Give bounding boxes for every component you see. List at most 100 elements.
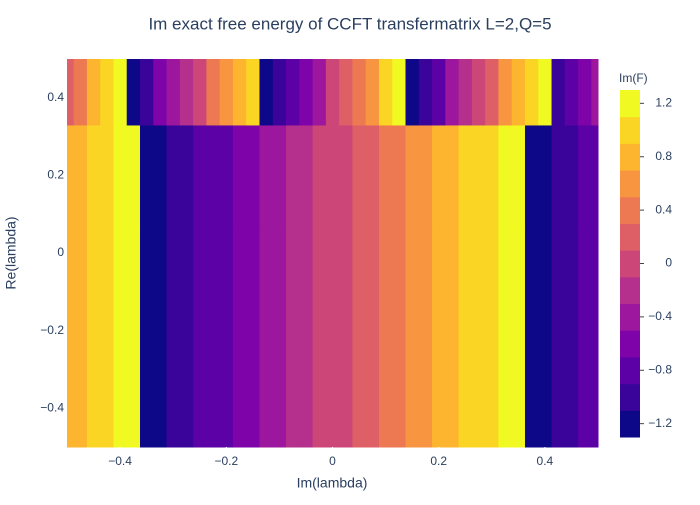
y-tick-label: −0.2 [40,323,64,337]
colorbar-tick-label: 1.2 [655,96,672,110]
colorbar-band [620,250,640,278]
contour-cell [485,124,499,227]
colorbar-band [620,356,640,385]
colorbar-band [620,116,640,144]
contour-cell [193,225,207,448]
contour-cell [405,124,420,227]
colorbar-tick-label: −0.4 [648,309,672,323]
contour-cell [126,225,141,448]
contour-cell [339,59,353,126]
colorbar-tick-label: −1.2 [648,416,672,430]
contour-cell [564,124,579,227]
contour-cell [219,225,234,448]
contour-cell [418,59,433,126]
contour-cell [166,59,181,126]
contour-cell [140,225,154,448]
colorbar-band [620,330,640,358]
contour-cell [100,59,114,126]
contour-cell [511,59,526,126]
colorbar-band [620,276,640,305]
contour-cell [339,124,353,227]
contour-cell [166,225,181,448]
contour-cell [538,59,553,126]
contour-cell [471,124,486,227]
contour-cell [432,124,446,227]
contour-cell [339,225,353,448]
contour-cell [325,124,340,227]
contour-cell [259,59,274,126]
colorbar-band [620,90,640,118]
contour-cell [219,124,234,227]
y-tick-label: 0.2 [47,168,64,182]
x-tick-label: −0.2 [214,454,238,468]
contour-cell [578,124,592,227]
contour-cell [312,225,327,448]
contour-cell [365,124,380,227]
y-tick-label: −0.4 [40,400,64,414]
contour-cell [458,225,473,448]
contour-cell [113,59,128,126]
contour-cell [206,124,221,227]
contour-cell [179,59,194,126]
contour-cell [591,225,599,448]
colorbar-band [620,170,640,198]
contour-cell [272,225,287,448]
contour-cell [405,225,420,448]
contour-cell [591,59,599,126]
contour-cell [524,225,539,448]
contour-cell [100,225,114,448]
contour-cell [538,124,553,227]
contour-cell [166,124,181,227]
contour-cell [352,59,367,126]
chart-title: Im exact free energy of CCFT transfermat… [148,14,551,33]
contour-cell [564,225,579,448]
contour-cell [432,59,446,126]
contour-cell [485,225,499,448]
contour-cell [312,124,327,227]
contour-cell [578,59,592,126]
contour-cell [299,124,314,227]
colorbar-tick-label: 0 [665,256,672,270]
contour-cell [67,124,75,227]
contour-cell [113,124,128,227]
contour-cell [232,225,247,448]
contour-cell [378,225,393,448]
contour-cell [179,124,194,227]
contour-cell [352,225,367,448]
contour-cell [153,59,168,126]
contour-cell [498,124,513,227]
contour-cell [272,59,287,126]
contour-cell [538,225,553,448]
contour-cell [352,124,367,227]
contour-cell [445,225,460,448]
contour-cell [73,124,88,227]
contour-cell [113,225,128,448]
contour-cell [232,59,247,126]
contour-cell [498,59,513,126]
contour-cell [206,59,221,126]
colorbar-band [620,143,640,171]
contour-cell [67,59,75,126]
x-tick-label: 0.2 [430,454,447,468]
contour-cell [511,225,526,448]
colorbar-band [620,223,640,251]
contour-cell [418,225,433,448]
contour-cell [286,59,300,126]
contour-cell [193,124,207,227]
contour-cell [246,124,260,227]
contour-cell [578,225,592,448]
contour-cell [458,124,473,227]
contour-cell [432,225,446,448]
contour-cell [153,124,168,227]
contour-cell [86,59,101,126]
contour-cell [312,59,327,126]
contour-cell [126,59,141,126]
contour-cell [246,225,260,448]
contour-cell [564,59,579,126]
contour-cell [405,59,420,126]
contour-cell [511,124,526,227]
contour-cell [206,225,221,448]
contour-cell [193,59,207,126]
contour-cell [418,124,433,227]
x-axis-title: Im(lambda) [297,475,368,491]
